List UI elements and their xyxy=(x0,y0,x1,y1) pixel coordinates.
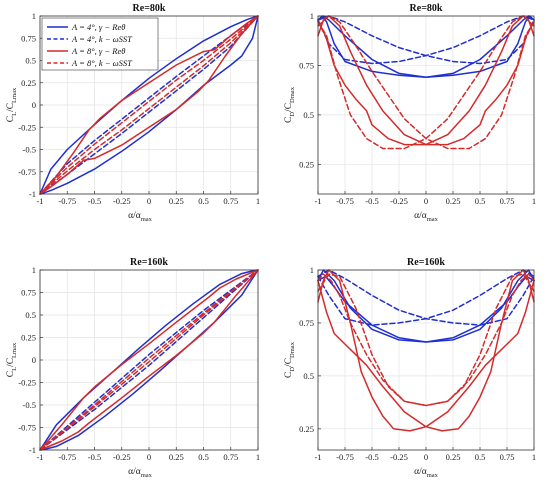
x-tick-label: 1 xyxy=(256,452,260,462)
y-axis-label: CL/CLmax xyxy=(6,342,18,377)
chart-title: Re=160k xyxy=(407,257,445,268)
y-tick-label: 0 xyxy=(32,100,36,110)
legend-entry-label: A = 8°, k − ωSST xyxy=(71,58,133,68)
x-tick-label: -1 xyxy=(314,196,321,206)
series-line-red-solid xyxy=(317,15,535,146)
series-line-blue-solid xyxy=(317,15,535,79)
x-tick-label: 1 xyxy=(256,196,260,206)
x-tick-label: -0.5 xyxy=(365,452,378,462)
x-tick-label: 0.25 xyxy=(169,452,184,462)
x-tick-label: -0.75 xyxy=(336,196,354,206)
x-tick-label: -0.5 xyxy=(88,196,101,206)
y-tick-label: 0.25 xyxy=(299,424,314,434)
y-tick-label: -0.25 xyxy=(18,122,36,132)
series-line-red-dashed xyxy=(317,273,535,407)
y-tick-label: 0.75 xyxy=(299,60,314,70)
series-line-red-solid xyxy=(317,269,535,432)
x-tick-label: -0.75 xyxy=(58,452,76,462)
y-tick-label: -0.5 xyxy=(23,145,36,155)
y-axis-label: CD/CDmax xyxy=(284,86,296,123)
y-tick-label: 0.25 xyxy=(299,159,314,169)
chart-title: Re=80k xyxy=(133,3,166,14)
y-tick-label: 0.5 xyxy=(25,310,36,320)
x-tick-label: -0.25 xyxy=(390,452,408,462)
x-tick-label: 0.5 xyxy=(475,196,486,206)
x-tick-label: -0.25 xyxy=(390,196,408,206)
series-line-red-dashed xyxy=(317,15,535,150)
x-tick-label: 0.75 xyxy=(223,452,238,462)
series-line-red-solid xyxy=(317,15,535,146)
x-tick-label: -1 xyxy=(36,452,43,462)
y-tick-label: 0.5 xyxy=(303,371,314,381)
series-line-red-solid xyxy=(317,269,535,432)
x-tick-label: 0.5 xyxy=(198,452,209,462)
chart-panel-2: -1 -0.75 -0.5 -0.25 0 0.25 0.5 0.75 1 0.25 0.5 0.75… xyxy=(284,3,536,223)
y-tick-label: 0.25 xyxy=(21,78,36,88)
x-tick-label: 0.75 xyxy=(500,452,515,462)
y-tick-label: 0 xyxy=(32,355,36,365)
y-tick-label: 0.75 xyxy=(299,318,314,328)
y-axis-label: CD/CDmax xyxy=(284,341,296,378)
y-tick-label: -1 xyxy=(29,189,36,199)
y-tick-label: -0.25 xyxy=(18,378,36,388)
x-tick-label: 0 xyxy=(424,452,428,462)
series-line-red-dashed xyxy=(317,273,535,407)
x-tick-label: 0.5 xyxy=(198,196,209,206)
x-axis-label: α/αmax xyxy=(128,467,153,479)
y-tick-label: 0.5 xyxy=(25,56,36,66)
x-tick-label: 1 xyxy=(532,196,536,206)
series-line-blue-dashed xyxy=(317,15,535,65)
x-tick-label: 0.5 xyxy=(475,452,486,462)
x-tick-label: -0.5 xyxy=(365,196,378,206)
x-tick-label: -0.75 xyxy=(58,196,76,206)
y-tick-label: 1 xyxy=(32,265,36,275)
x-tick-label: -1 xyxy=(36,196,43,206)
y-tick-label: -1 xyxy=(29,445,36,455)
y-tick-label: 1 xyxy=(32,11,36,21)
x-tick-label: -0.75 xyxy=(336,452,354,462)
legend-entry-label: A = 8°, γ − Reθ xyxy=(71,46,125,56)
y-tick-label: -0.75 xyxy=(18,423,36,433)
series-line-blue-solid xyxy=(317,15,535,79)
legend-entry-label: A = 4°, k − ωSST xyxy=(71,34,133,44)
x-tick-label: -0.5 xyxy=(88,452,101,462)
chart-title: Re=160k xyxy=(130,257,168,268)
x-tick-label: 0 xyxy=(424,196,428,206)
y-tick-label: 0.25 xyxy=(21,333,36,343)
x-axis-label: α/αmax xyxy=(414,211,439,223)
legend-entry-label: A = 4°, γ − Reθ xyxy=(71,22,125,32)
chart-panel-3: -1 -0.75 -0.5 -0.25 0 0.25 0.5 0.75 1 -1 -0.75 -0.5… xyxy=(6,257,260,479)
x-tick-label: 0 xyxy=(147,452,151,462)
x-tick-label: 0.75 xyxy=(500,196,515,206)
x-tick-label: 0.25 xyxy=(169,196,184,206)
x-axis-label: α/αmax xyxy=(128,211,153,223)
y-tick-label: 0.75 xyxy=(21,33,36,43)
x-tick-label: 0.25 xyxy=(446,452,461,462)
chart-panel-1: -1 -0.75 -0.5 -0.25 0 0.25 0.5 0.75 1 -1 -0.75 -0.5… xyxy=(6,3,260,223)
chart-panel-4: -1 -0.75 -0.5 -0.25 0 0.25 0.5 0.75 1 0.25 0.5 0.75… xyxy=(284,257,536,479)
x-tick-label: -0.25 xyxy=(113,452,131,462)
y-tick-label: -0.5 xyxy=(23,400,36,410)
y-tick-label: -0.75 xyxy=(18,167,36,177)
x-tick-label: 0.75 xyxy=(223,196,238,206)
x-tick-label: -1 xyxy=(314,452,321,462)
x-axis-label: α/αmax xyxy=(414,467,439,479)
legend: A = 4°, γ − Reθ A = 4°, k − ωSST A = 8°, γ… xyxy=(41,17,159,71)
x-tick-label: -0.25 xyxy=(113,196,131,206)
y-tick-label: 0.75 xyxy=(21,288,36,298)
chart-title: Re=80k xyxy=(410,3,443,14)
y-tick-label: 1 xyxy=(310,265,314,275)
y-tick-label: 1 xyxy=(310,11,314,21)
y-tick-label: 0.5 xyxy=(303,110,314,120)
y-axis-label: CL/CLmax xyxy=(6,87,18,122)
x-tick-label: 0.25 xyxy=(446,196,461,206)
x-tick-label: 0 xyxy=(147,196,151,206)
x-tick-label: 1 xyxy=(532,452,536,462)
